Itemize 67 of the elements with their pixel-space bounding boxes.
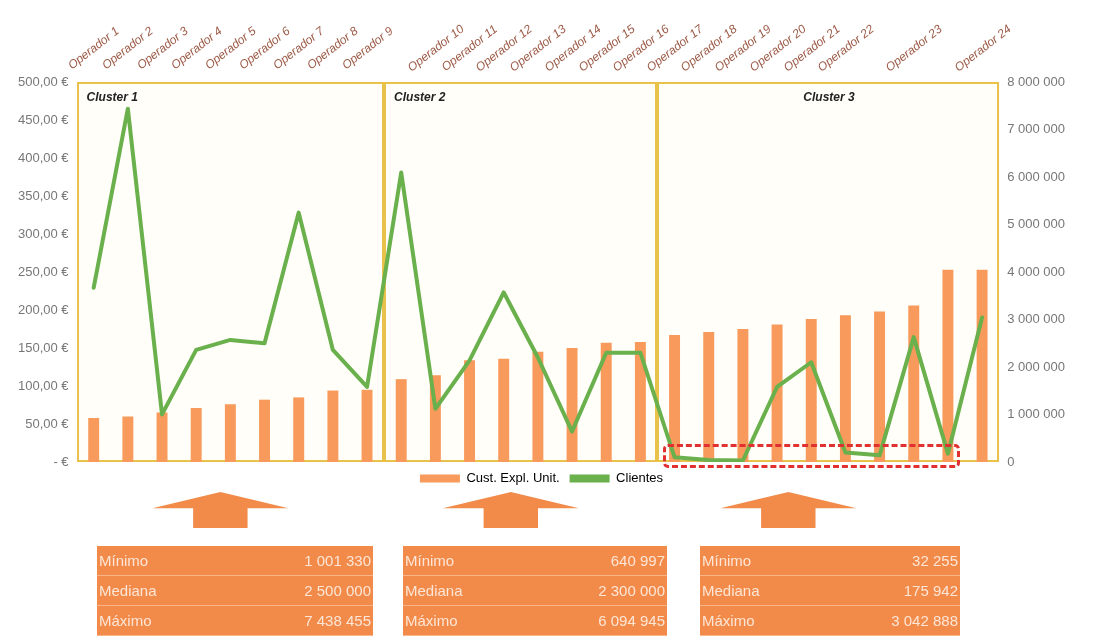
bar (805, 319, 817, 462)
bar (566, 348, 578, 462)
bar (395, 379, 407, 462)
text: Máximo (405, 611, 458, 631)
text: Mínimo (702, 551, 752, 571)
y-tick-label: 450,00 € (17, 111, 70, 127)
bar (908, 305, 920, 462)
text: 3 042 888 (891, 611, 958, 631)
bar (839, 315, 851, 462)
y-tick-label: - € (53, 453, 70, 469)
text: 2 300 000 (598, 581, 665, 601)
bar (942, 269, 954, 462)
bar (327, 390, 339, 462)
text: Mediana (405, 581, 463, 601)
bar (361, 389, 373, 462)
annotation: Cluster 2 (394, 90, 446, 104)
text: 175 942 (903, 581, 958, 601)
y2-tick-label: 5 000 000 (1007, 216, 1066, 232)
text: 32 255 (912, 551, 958, 571)
y2-tick-label: 6 000 000 (1007, 168, 1066, 184)
bar (771, 324, 783, 462)
y-tick-label: 500,00 € (17, 73, 70, 89)
bar (737, 329, 749, 462)
annotation: Cluster 3 (803, 90, 855, 104)
bar (464, 360, 476, 462)
y-tick-label: 350,00 € (17, 187, 70, 203)
bar (122, 416, 134, 462)
bar (634, 341, 646, 462)
y2-tick-label: 1 000 000 (1007, 406, 1066, 422)
text: Máximo (702, 611, 755, 631)
bar (190, 408, 202, 462)
text: Mínimo (405, 551, 455, 571)
y-tick-label: 100,00 € (17, 377, 70, 393)
legend-label: Cust. Expl. Unit. (466, 470, 560, 486)
annotation: Cluster 1 (86, 90, 138, 104)
text: 1 001 330 (304, 551, 371, 571)
y2-tick-label: 0 (1007, 453, 1015, 469)
y2-tick-label: 8 000 000 (1007, 73, 1066, 89)
y-tick-label: 300,00 € (17, 225, 70, 241)
y2-tick-label: 2 000 000 (1007, 358, 1066, 374)
y2-tick-label: 7 000 000 (1007, 121, 1066, 137)
bar (532, 351, 544, 462)
bar (293, 397, 305, 462)
legend-label: Clientes (616, 470, 664, 486)
bar (600, 342, 612, 462)
y2-tick-label: 4 000 000 (1007, 263, 1066, 279)
y-tick-label: 200,00 € (17, 301, 70, 317)
y2-tick-label: 3 000 000 (1007, 311, 1066, 327)
text: 2 500 000 (304, 581, 371, 601)
bar (976, 269, 988, 462)
text: 6 094 945 (598, 611, 665, 631)
text: 7 438 455 (304, 611, 371, 631)
text: Mediana (702, 581, 760, 601)
bar (224, 404, 236, 462)
y-tick-label: 150,00 € (17, 339, 70, 355)
text: Mediana (99, 581, 157, 601)
bar (88, 417, 100, 462)
bar (259, 399, 270, 462)
y-tick-label: 250,00 € (17, 263, 70, 279)
text: Mínimo (99, 551, 149, 571)
bar (498, 358, 510, 462)
bar (669, 335, 681, 462)
y-tick-label: 400,00 € (17, 149, 70, 165)
text: Máximo (99, 611, 152, 631)
text: 640 997 (610, 551, 665, 571)
y-tick-label: 50,00 € (25, 415, 70, 431)
bar (874, 311, 886, 462)
